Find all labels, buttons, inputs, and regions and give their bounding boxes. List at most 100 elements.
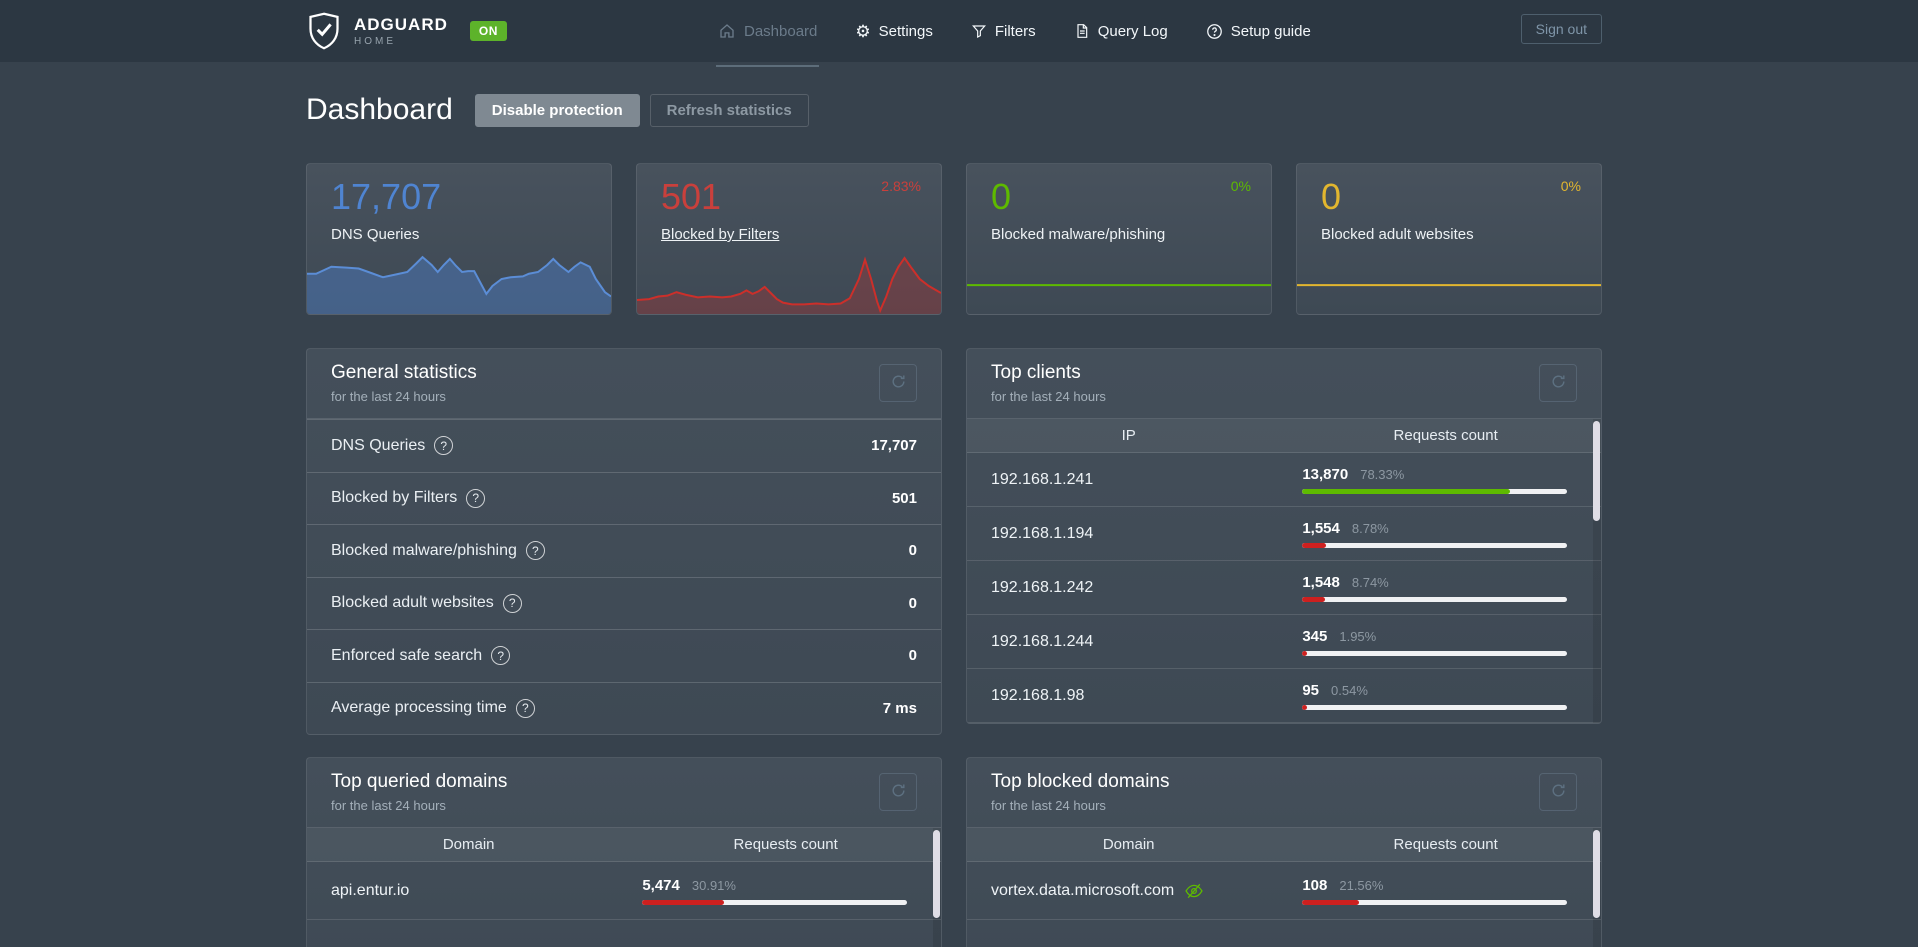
panel-refresh-button[interactable] [1539, 773, 1577, 811]
scrollbar-thumb[interactable] [1593, 830, 1600, 918]
protection-status-badge: ON [469, 21, 507, 41]
refresh-icon [1550, 782, 1567, 802]
panel-top-blocked-domains: Top blocked domains for the last 24 hour… [966, 757, 1602, 947]
stat-label: Blocked malware/phishing [991, 226, 1166, 243]
requests-count: 95 [1302, 681, 1320, 699]
client-ip: 192.168.1.244 [991, 632, 1094, 650]
panel-scrollbar [1593, 828, 1601, 947]
top-navbar: ADGUARD HOME ON Dashboard ⚙ Settings [0, 0, 1918, 67]
panel-scrollbar [933, 828, 941, 947]
stat-cards-row: 17,707 DNS Queries 501 Blocked by Filter… [306, 163, 1602, 315]
requests-percent: 21.56% [1339, 877, 1384, 893]
refresh-icon [890, 782, 907, 802]
stat-label-link[interactable]: Blocked by Filters [661, 226, 780, 243]
panel-refresh-button[interactable] [1539, 364, 1577, 402]
nav-item-settings[interactable]: ⚙ Settings [855, 0, 932, 62]
stat-delta: 2.83% [881, 178, 921, 194]
adguard-home-logo[interactable]: ADGUARD HOME ON [306, 11, 507, 51]
stat-row: Blocked malware/phishing ? 0 [307, 524, 941, 577]
progress-fill [1302, 704, 1308, 710]
requests-percent: 30.91% [691, 877, 736, 893]
client-ip: 192.168.1.98 [991, 686, 1085, 704]
refresh-icon [890, 373, 907, 393]
sign-out-button[interactable]: Sign out [1520, 14, 1602, 44]
table-header: Domain Requests count [307, 828, 941, 862]
stat-row-label: Blocked malware/phishing [331, 541, 517, 559]
nav-item-setup-guide[interactable]: Setup guide [1206, 0, 1311, 62]
document-icon [1074, 23, 1090, 39]
domain-name: vortex.data.microsoft.com [991, 881, 1175, 899]
requests-count: 5,474 [642, 876, 680, 894]
requests-count: 345 [1302, 627, 1328, 645]
question-icon[interactable]: ? [466, 488, 486, 508]
scrollbar-thumb[interactable] [1593, 421, 1600, 521]
requests-percent: 78.33% [1360, 466, 1405, 482]
column-header-domain: Domain [1102, 836, 1155, 853]
panel-title: General statistics [331, 362, 477, 383]
stat-row-value: 7 ms [882, 699, 917, 717]
progress-bar [1302, 488, 1567, 494]
stat-row: Enforced safe search ? 0 [307, 629, 941, 682]
table-header: Domain Requests count [967, 828, 1601, 862]
stat-row-label: Enforced safe search [331, 646, 483, 664]
client-ip: 192.168.1.242 [991, 578, 1094, 596]
column-header-domain: Domain [442, 836, 495, 853]
blocked-malware-sparkline-chart [967, 244, 1271, 314]
stat-label: DNS Queries [331, 226, 420, 243]
stat-row: Blocked by Filters ? 501 [307, 471, 941, 525]
shield-logo-icon [306, 11, 342, 51]
panel-refresh-button[interactable] [879, 773, 917, 811]
page-title: Dashboard [306, 93, 453, 126]
column-header-requests-count: Requests count [1393, 836, 1498, 853]
panel-refresh-button[interactable] [879, 364, 917, 402]
nav-item-filters[interactable]: Filters [971, 0, 1036, 62]
question-icon[interactable]: ? [434, 436, 454, 456]
progress-bar [1302, 899, 1567, 905]
panel-header: Top blocked domains for the last 24 hour… [967, 758, 1601, 828]
nav-item-label: Settings [878, 22, 933, 40]
nav-item-label: Dashboard [744, 22, 818, 40]
nav-item-query-log[interactable]: Query Log [1074, 0, 1168, 62]
progress-bar [1302, 542, 1567, 548]
table-header: IP Requests count [967, 419, 1601, 453]
scrollbar-thumb[interactable] [933, 830, 940, 918]
refresh-icon [1550, 373, 1567, 393]
progress-bar [1302, 650, 1567, 656]
question-icon[interactable]: ? [525, 541, 545, 561]
requests-percent: 0.54% [1331, 682, 1368, 698]
client-ip: 192.168.1.241 [991, 470, 1094, 488]
stat-value: 501 [661, 176, 722, 217]
stat-card-blocked-adult: 0 Blocked adult websites 0% [1296, 163, 1602, 315]
stat-row-label: Average processing time [331, 699, 507, 717]
client-table-row: 192.168.1.98 95 0.54% [967, 669, 1601, 723]
progress-bar [1302, 704, 1567, 710]
column-header-ip: IP [1121, 427, 1136, 444]
question-icon[interactable]: ? [502, 593, 522, 613]
question-icon[interactable]: ? [491, 646, 511, 666]
stat-card-blocked-malware: 0 Blocked malware/phishing 0% [966, 163, 1272, 315]
stat-card-blocked-by-filters: 501 Blocked by Filters 2.83% [636, 163, 942, 315]
stat-row-value: 0 [908, 594, 917, 612]
client-ip: 192.168.1.194 [991, 524, 1094, 542]
progress-fill [1302, 650, 1308, 656]
disable-protection-button[interactable]: Disable protection [474, 93, 640, 127]
client-table-row: 192.168.1.244 345 1.95% [967, 615, 1601, 669]
brand-title: ADGUARD [354, 14, 448, 34]
requests-percent: 8.74% [1351, 574, 1389, 590]
progress-fill [1302, 899, 1360, 905]
refresh-statistics-button[interactable]: Refresh statistics [649, 93, 809, 127]
panel-general-statistics: General statistics for the last 24 hours… [306, 348, 942, 735]
panel-header: Top clients for the last 24 hours [967, 349, 1601, 419]
stat-row: Average processing time ? 7 ms [307, 681, 941, 735]
progress-bar [642, 899, 907, 905]
gear-icon: ⚙ [855, 21, 871, 41]
panel-title: Top blocked domains [991, 771, 1170, 792]
question-icon[interactable]: ? [515, 698, 535, 718]
panel-subtitle: for the last 24 hours [991, 798, 1106, 813]
stat-value: 0 [1321, 176, 1342, 217]
nav-item-dashboard[interactable]: Dashboard [715, 0, 820, 67]
panel-top-queried-domains: Top queried domains for the last 24 hour… [306, 757, 942, 947]
panel-top-clients: Top clients for the last 24 hours IP Req… [966, 348, 1602, 724]
funnel-icon [971, 23, 987, 39]
eye-off-icon [1184, 881, 1204, 901]
